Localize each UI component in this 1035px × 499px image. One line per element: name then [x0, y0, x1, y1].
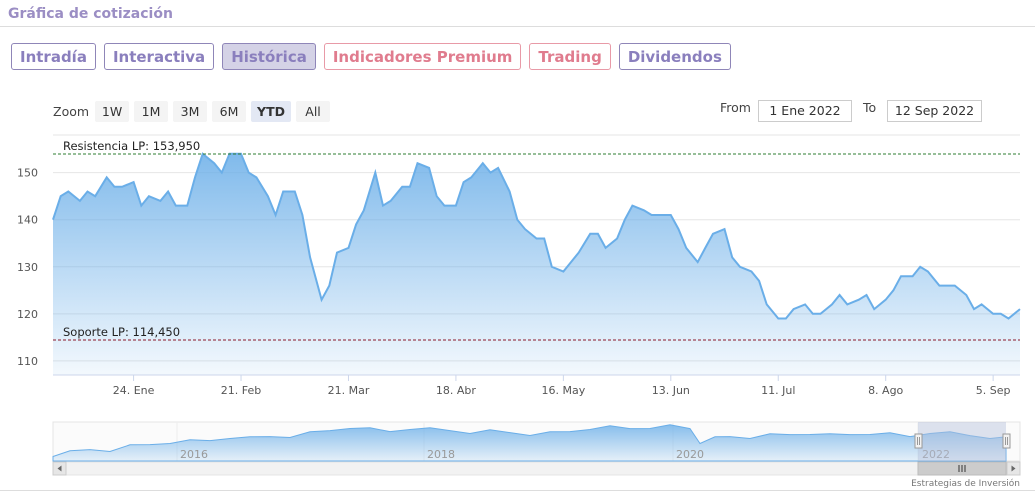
x-tick-label: 5. Sep — [976, 384, 1011, 397]
tab-intradia[interactable]: Intradía — [11, 43, 96, 70]
zoom-1m-button[interactable]: 1M — [134, 101, 169, 122]
x-tick-label: 21. Feb — [221, 384, 261, 397]
range-to-input[interactable]: 12 Sep 2022 — [887, 100, 982, 122]
y-tick-label: 120 — [17, 308, 38, 321]
navigator-year-2022: 2022 — [922, 448, 950, 461]
tab-trading[interactable]: Trading — [529, 43, 611, 70]
navigator-right-handle[interactable] — [1002, 433, 1011, 449]
page-title: Gráfica de cotización — [8, 6, 173, 22]
arrow-right-icon — [1011, 465, 1016, 472]
chart-credit: Estrategias de Inversión — [911, 478, 1020, 489]
tab-interactiva[interactable]: Interactiva — [103, 43, 215, 70]
range-from-label: From — [720, 100, 751, 115]
navigator-scrollbar[interactable] — [52, 461, 1021, 476]
title-divider — [0, 26, 1035, 27]
resistance-label: Resistencia LP: 153,950 — [63, 139, 200, 153]
y-tick-label: 150 — [17, 167, 38, 180]
navigator-year-2016: 2016 — [180, 448, 208, 461]
price-area — [53, 153, 1020, 375]
range-to-label: To — [863, 100, 877, 115]
navigator-year-2020: 2020 — [676, 448, 704, 461]
x-axis-labels: 24. Ene 21. Feb 21. Mar 18. Abr 16. May 13. J… — [113, 375, 1011, 397]
range-from-input[interactable]: 1 Ene 2022 — [758, 100, 852, 122]
zoom-6m-button[interactable]: 6M — [212, 101, 247, 122]
level-lines: Resistencia LP: 153,950 Soporte LP: 114,4… — [53, 139, 1020, 341]
chart-tabs: Intradía Interactiva Histórica Indicador… — [11, 43, 731, 70]
x-tick-label: 8. Ago — [868, 384, 903, 397]
navigator-selection[interactable] — [918, 422, 1006, 461]
zoom-ytd-button[interactable]: YTD — [251, 101, 292, 122]
y-axis-labels: 110 120 130 140 150 — [17, 167, 38, 368]
x-tick-label: 16. May — [541, 384, 585, 397]
tab-indicadores-premium[interactable]: Indicadores Premium — [323, 43, 522, 70]
x-tick-label: 13. Jun — [652, 384, 690, 397]
x-tick-label: 24. Ene — [113, 384, 155, 397]
y-tick-label: 140 — [17, 214, 38, 227]
zoom-all-button[interactable]: All — [296, 101, 331, 122]
y-tick-label: 110 — [17, 355, 38, 368]
navigator[interactable]: 2016 2018 2020 2022 — [52, 421, 1021, 462]
price-line — [52, 152, 1021, 320]
x-tick-label: 21. Mar — [328, 384, 370, 397]
tab-historica[interactable]: Histórica — [222, 43, 316, 70]
zoom-label: Zoom — [53, 104, 90, 119]
tab-dividendos[interactable]: Dividendos — [618, 43, 731, 70]
navigator-year-2018: 2018 — [427, 448, 455, 461]
x-tick-label: 11. Jul — [761, 384, 795, 397]
zoom-selector: Zoom 1W 1M 3M 6M YTD All — [53, 101, 335, 122]
arrow-left-icon — [57, 465, 62, 472]
navigator-series — [52, 424, 1007, 462]
navigator-left-handle[interactable] — [914, 433, 923, 449]
y-tick-label: 130 — [17, 261, 38, 274]
zoom-1w-button[interactable]: 1W — [95, 101, 130, 122]
scrollbar-track[interactable] — [52, 461, 1021, 476]
x-tick-label: 18. Abr — [436, 384, 476, 397]
support-label: Soporte LP: 114,450 — [63, 325, 180, 339]
bottom-divider — [0, 490, 1035, 491]
zoom-3m-button[interactable]: 3M — [173, 101, 208, 122]
